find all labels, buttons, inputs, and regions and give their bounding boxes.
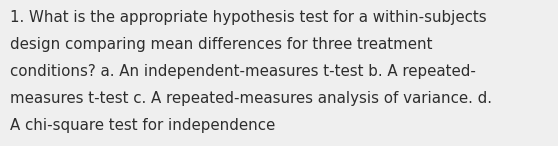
- Text: A chi-square test for independence: A chi-square test for independence: [10, 118, 275, 133]
- Text: 1. What is the appropriate hypothesis test for a within-subjects: 1. What is the appropriate hypothesis te…: [10, 10, 487, 25]
- Text: measures t-test c. A repeated-measures analysis of variance. d.: measures t-test c. A repeated-measures a…: [10, 91, 492, 106]
- Text: conditions? a. An independent-measures t-test b. A repeated-: conditions? a. An independent-measures t…: [10, 64, 476, 79]
- Text: design comparing mean differences for three treatment: design comparing mean differences for th…: [10, 37, 432, 52]
